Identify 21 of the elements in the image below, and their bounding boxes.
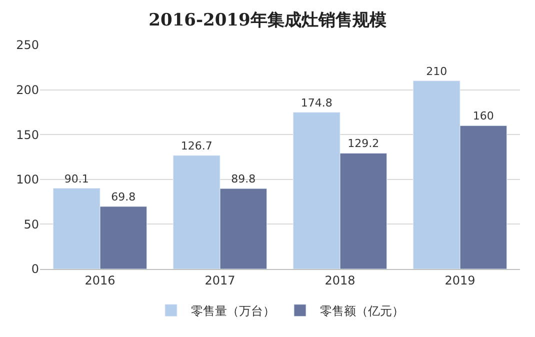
- data-label: 126.7: [180, 139, 212, 152]
- y-tick-label: 200: [16, 83, 39, 97]
- data-label: 90.1: [64, 172, 89, 186]
- y-tick-label: 250: [16, 38, 39, 52]
- x-tick-label: 2019: [444, 273, 476, 288]
- data-label: 69.8: [111, 190, 136, 204]
- x-tick-label: 2018: [324, 273, 356, 288]
- y-tick-label: 100: [16, 172, 39, 187]
- y-tick-label: 50: [24, 217, 39, 232]
- x-tick-label: 2017: [204, 273, 236, 288]
- y-tick-label: 0: [31, 262, 39, 276]
- legend-label: 零售额（亿元）: [320, 304, 404, 318]
- y-tick-label: 150: [16, 128, 39, 142]
- data-label: 210: [426, 64, 448, 78]
- legend-label: 零售量（万台）: [191, 304, 275, 318]
- data-label: 174.8: [300, 96, 332, 110]
- data-label: 89.8: [231, 172, 256, 186]
- chart-title: 2016-2019年集成灶销售规模: [148, 10, 386, 30]
- data-label: 160: [472, 110, 494, 123]
- data-label: 129.2: [348, 137, 380, 150]
- x-tick-label: 2016: [84, 273, 116, 288]
